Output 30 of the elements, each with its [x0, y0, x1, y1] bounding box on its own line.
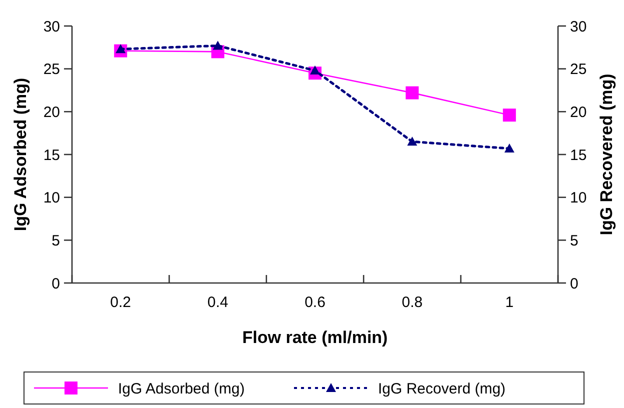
x-tick-label: 0.2 — [110, 294, 132, 311]
y2-tick-label: 20 — [570, 104, 587, 121]
y2-tick-label: 30 — [570, 18, 587, 36]
y-tick-label: 0 — [52, 275, 60, 292]
point — [116, 44, 126, 54]
y-tick-label: 10 — [43, 190, 60, 207]
x-tick-label: 0.6 — [304, 294, 326, 311]
x-tick-label: 0.4 — [207, 294, 228, 311]
y2-tick-label: 10 — [570, 190, 587, 207]
legend-label: IgG Adsorbed (mg) — [118, 380, 245, 398]
x-axis-title: Flow rate (ml/min) — [242, 328, 388, 347]
y2-tick-label: 5 — [570, 232, 578, 250]
y2-tick-label: 0 — [570, 275, 578, 292]
point — [407, 136, 418, 146]
x-tick-label: 1 — [505, 294, 514, 311]
point — [406, 86, 419, 100]
point — [504, 144, 514, 153]
y-tick-label: 25 — [43, 61, 60, 78]
y2-tick-label: 15 — [570, 146, 587, 164]
legend-label: IgG Recoverd (mg) — [378, 380, 506, 398]
y-tick-label: 5 — [52, 232, 60, 250]
y-axis-title: IgG Adsorbed (mg) — [11, 78, 30, 232]
y2-axis-title: IgG Recovered (mg) — [597, 74, 616, 236]
y-tick-label: 15 — [43, 146, 60, 164]
y-tick-label: 20 — [43, 104, 60, 121]
y2-tick-label: 25 — [570, 61, 587, 78]
point — [502, 108, 516, 122]
x-tick-label: 0.8 — [402, 294, 423, 311]
y-tick-label: 30 — [43, 18, 60, 36]
point — [212, 40, 223, 50]
